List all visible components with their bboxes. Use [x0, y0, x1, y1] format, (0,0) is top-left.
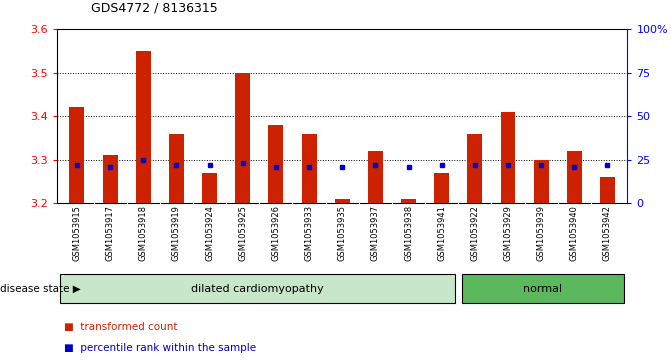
Text: GSM1053938: GSM1053938 — [404, 205, 413, 261]
Text: GSM1053924: GSM1053924 — [205, 205, 214, 261]
Bar — [368, 151, 383, 203]
Bar — [202, 173, 217, 203]
Bar — [268, 125, 283, 203]
Bar — [434, 173, 449, 203]
Bar — [401, 199, 416, 203]
Bar — [567, 151, 582, 203]
Bar — [169, 134, 184, 203]
Bar — [501, 112, 515, 203]
Text: GSM1053925: GSM1053925 — [238, 205, 247, 261]
Text: GDS4772 / 8136315: GDS4772 / 8136315 — [91, 1, 217, 15]
Text: GSM1053917: GSM1053917 — [105, 205, 115, 261]
Text: GSM1053937: GSM1053937 — [371, 205, 380, 261]
Text: GSM1053940: GSM1053940 — [570, 205, 579, 261]
Text: GSM1053922: GSM1053922 — [470, 205, 479, 261]
Bar — [468, 134, 482, 203]
Text: GSM1053929: GSM1053929 — [503, 205, 513, 261]
Text: ■  percentile rank within the sample: ■ percentile rank within the sample — [64, 343, 256, 354]
Bar — [533, 160, 549, 203]
Bar — [60, 274, 455, 303]
Bar — [236, 73, 250, 203]
Text: ■  transformed count: ■ transformed count — [64, 322, 177, 332]
Text: GSM1053939: GSM1053939 — [537, 205, 546, 261]
Text: GSM1053918: GSM1053918 — [139, 205, 148, 261]
Bar — [70, 107, 85, 203]
Text: GSM1053942: GSM1053942 — [603, 205, 612, 261]
Text: GSM1053926: GSM1053926 — [271, 205, 280, 261]
Bar — [462, 274, 624, 303]
Bar — [136, 51, 151, 203]
Text: GSM1053919: GSM1053919 — [172, 205, 181, 261]
Text: GSM1053915: GSM1053915 — [72, 205, 81, 261]
Text: normal: normal — [523, 284, 562, 294]
Bar — [335, 199, 350, 203]
Bar — [301, 134, 317, 203]
Text: GSM1053933: GSM1053933 — [305, 205, 313, 261]
Bar — [600, 177, 615, 203]
Bar — [103, 155, 117, 203]
Text: disease state ▶: disease state ▶ — [0, 284, 81, 294]
Text: GSM1053935: GSM1053935 — [338, 205, 347, 261]
Text: GSM1053941: GSM1053941 — [437, 205, 446, 261]
Text: dilated cardiomyopathy: dilated cardiomyopathy — [191, 284, 324, 294]
